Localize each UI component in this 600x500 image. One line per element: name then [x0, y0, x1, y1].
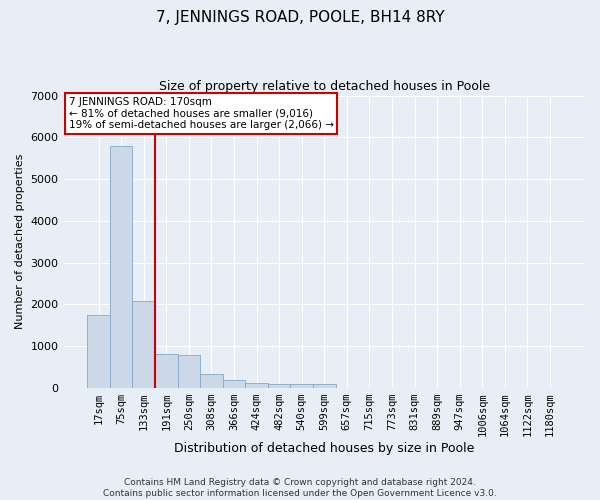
Bar [110, 146, 133, 388]
Bar [268, 384, 290, 388]
Text: 7 JENNINGS ROAD: 170sqm
← 81% of detached houses are smaller (9,016)
19% of semi: 7 JENNINGS ROAD: 170sqm ← 81% of detache… [69, 97, 334, 130]
Y-axis label: Number of detached properties: Number of detached properties [15, 154, 25, 330]
X-axis label: Distribution of detached houses by size in Poole: Distribution of detached houses by size … [174, 442, 475, 455]
Bar [178, 356, 200, 388]
Bar [200, 374, 223, 388]
Title: Size of property relative to detached houses in Poole: Size of property relative to detached ho… [159, 80, 490, 93]
Text: 7, JENNINGS ROAD, POOLE, BH14 8RY: 7, JENNINGS ROAD, POOLE, BH14 8RY [155, 10, 445, 25]
Bar [133, 301, 155, 388]
Bar [245, 383, 268, 388]
Bar [223, 380, 245, 388]
Bar [87, 315, 110, 388]
Bar [313, 384, 335, 388]
Bar [155, 354, 178, 388]
Bar [290, 384, 313, 388]
Text: Contains HM Land Registry data © Crown copyright and database right 2024.
Contai: Contains HM Land Registry data © Crown c… [103, 478, 497, 498]
